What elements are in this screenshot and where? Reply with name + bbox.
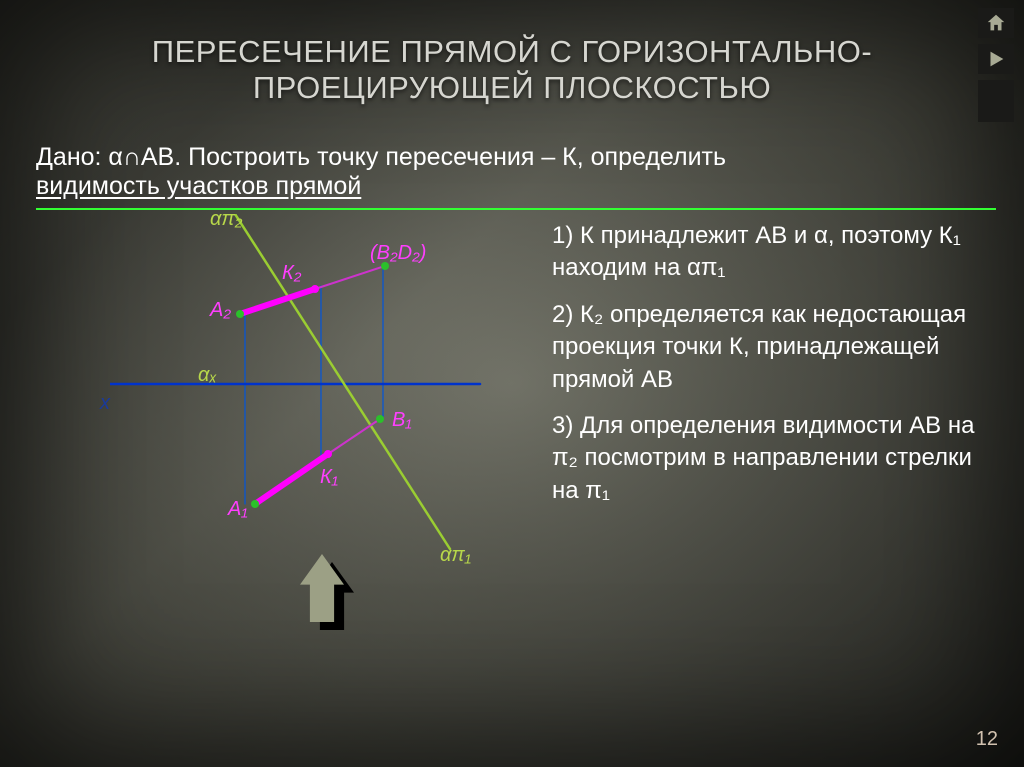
diagram-svg	[110, 214, 510, 634]
diagram-label: А₂	[210, 299, 231, 322]
green-rule	[36, 208, 996, 210]
given-line1: Дано: α∩АВ. Построить точку пересечения …	[36, 143, 726, 171]
step-2: 2) К₂ определяется как недостающая проек…	[552, 299, 994, 396]
title-line2: ПРОЕЦИРУЮЩЕЙ ПЛОСКОСТЬЮ	[253, 70, 771, 105]
diagram-label: απ₂	[210, 208, 242, 231]
diagram-label: В₁	[392, 409, 412, 432]
step-3: 3) Для определения видимости АВ на π₂ по…	[552, 410, 994, 507]
diagram-label: (B₂D₂)	[370, 242, 426, 265]
diagram-label: К₂	[282, 262, 301, 285]
diagram-label: απ₁	[440, 544, 471, 567]
given-line2: видимость участков прямой	[36, 172, 361, 200]
given-text: Дано: α∩АВ. Построить точку пересечения …	[36, 143, 988, 201]
diagram: απ₂(B₂D₂)К₂А₂αₓxВ₁К₁А₁απ₁	[110, 214, 510, 634]
page-number: 12	[976, 728, 998, 751]
diagram-label: x	[100, 392, 110, 415]
home-icon	[985, 12, 1007, 34]
diagram-label: К₁	[320, 466, 338, 489]
diagram-label: А₁	[228, 498, 248, 521]
title-line1: ПЕРЕСЕЧЕНИЕ ПРЯМОЙ С ГОРИЗОНТАЛЬНО-	[152, 34, 872, 69]
explanation: 1) К принадлежит АВ и α, поэтому К₁ нахо…	[552, 220, 994, 521]
step-1: 1) К принадлежит АВ и α, поэтому К₁ нахо…	[552, 220, 994, 285]
slide-title: ПЕРЕСЕЧЕНИЕ ПРЯМОЙ С ГОРИЗОНТАЛЬНО- ПРОЕ…	[0, 34, 1024, 106]
diagram-label: αₓ	[198, 364, 217, 387]
